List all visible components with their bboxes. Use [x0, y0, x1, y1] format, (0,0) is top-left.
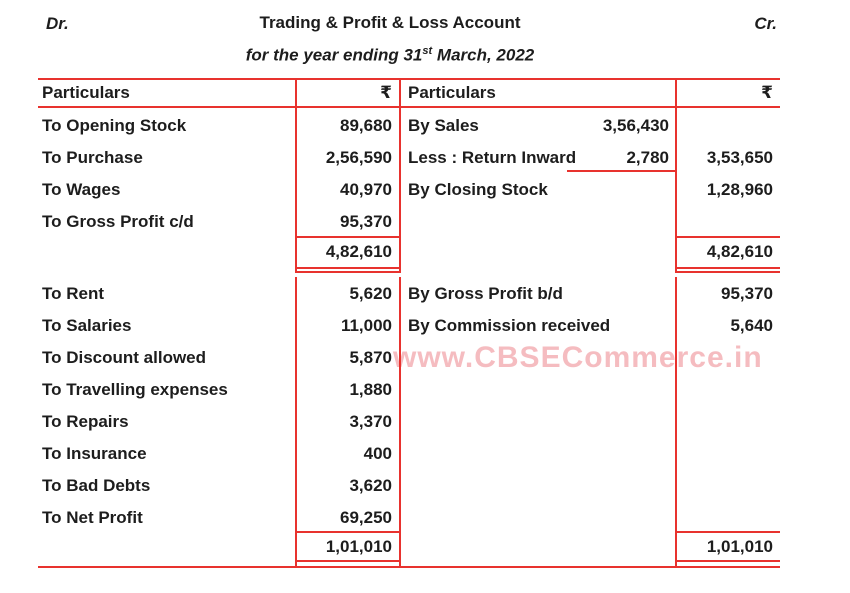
particulars-label: By Closing Stock: [408, 180, 548, 199]
particulars-label: By Commission received: [408, 316, 611, 335]
amount-value: 1,880: [349, 380, 392, 399]
amount-value: 69,250: [340, 508, 392, 527]
credit-amount-column-left-rule-lower: [675, 277, 677, 568]
center-divider-rule-upper: [399, 78, 401, 273]
particulars-label: By Gross Profit b/d: [408, 284, 563, 303]
trading-credit-total-top-rule: [675, 236, 780, 238]
subtitle-ordinal-superscript: st: [422, 45, 433, 57]
pl-debit-total-top-rule: [295, 531, 400, 533]
particulars-label: To Travelling expenses: [42, 380, 228, 399]
less-return-underline: [567, 170, 675, 172]
particulars-label: To Bad Debts: [42, 476, 151, 495]
particulars-label: To Insurance: [42, 444, 147, 463]
credit-particulars-header: Particulars: [408, 83, 496, 102]
amount-value: 95,370: [721, 284, 773, 303]
particulars-label: To Net Profit: [42, 508, 143, 527]
account-period-subtitle: for the year ending 31st March, 2022: [190, 45, 590, 66]
trading-credit-total-double-rule-2: [675, 271, 780, 273]
amount-value: 3,620: [349, 476, 392, 495]
credit-amount-column-left-rule-upper: [675, 78, 677, 273]
amount-value: 95,370: [340, 212, 392, 231]
amount-value: 2,56,590: [325, 148, 392, 167]
particulars-label: To Repairs: [42, 412, 129, 431]
amount-value: 40,970: [340, 180, 392, 199]
credit-total-value: 1,01,010: [706, 537, 773, 556]
particulars-label: To Opening Stock: [42, 116, 187, 135]
header-bottom-rule: [38, 106, 780, 108]
debit-amount-column-left-rule-upper: [295, 78, 297, 273]
amount-value: 1,28,960: [706, 180, 773, 199]
amount-value: 5,640: [730, 316, 773, 335]
amount-value: 3,53,650: [706, 148, 773, 167]
pl-credit-total-top-rule: [675, 531, 780, 533]
debit-particulars-header: Particulars: [42, 83, 130, 102]
debit-total-value: 4,82,610: [325, 242, 392, 261]
watermark-text: www.CBSECommerce.in: [393, 341, 763, 374]
particulars-label: By Sales: [408, 116, 479, 135]
amount-value: 11,000: [340, 316, 392, 335]
particulars-label: To Wages: [42, 180, 121, 199]
trading-credit-total-double-rule-1: [675, 267, 780, 269]
particulars-label: Less : Return Inward: [408, 148, 577, 167]
debit-side-label: Dr.: [46, 14, 69, 33]
particulars-label: To Salaries: [42, 316, 132, 335]
amount-value: 5,620: [349, 284, 392, 303]
header-top-rule: [38, 78, 780, 80]
amount-value: 3,370: [349, 412, 392, 431]
debit-amount-column-left-rule-lower: [295, 277, 297, 568]
inner-amount-value: 3,56,430: [602, 116, 669, 135]
account-title: Trading & Profit & Loss Account: [259, 13, 521, 32]
particulars-label: To Gross Profit c/d: [42, 212, 194, 231]
particulars-label: To Rent: [42, 284, 105, 303]
pl-credit-total-double-rule-1: [675, 560, 780, 562]
amount-value: 400: [363, 444, 392, 463]
debit-rupee-symbol-header: ₹: [380, 83, 392, 102]
particulars-label: To Purchase: [42, 148, 143, 167]
credit-side-label: Cr.: [754, 14, 777, 33]
credit-rupee-symbol-header: ₹: [761, 83, 773, 102]
trading-debit-total-double-rule-1: [295, 267, 400, 269]
subtitle-prefix: for the year ending 31: [245, 45, 423, 65]
table-bottom-rule: [38, 566, 780, 568]
amount-value: 89,680: [340, 116, 392, 135]
particulars-label: To Discount allowed: [42, 348, 207, 367]
pl-debit-total-double-rule-1: [295, 560, 400, 562]
amount-value: 5,870: [349, 348, 392, 367]
trading-debit-total-double-rule-2: [295, 271, 400, 273]
credit-total-value: 4,82,610: [706, 242, 773, 261]
debit-total-value: 1,01,010: [325, 537, 392, 556]
subtitle-suffix: March, 2022: [432, 45, 535, 65]
trading-debit-total-top-rule: [295, 236, 400, 238]
inner-amount-value: 2,780: [626, 148, 669, 167]
center-divider-rule-lower: [399, 277, 401, 568]
